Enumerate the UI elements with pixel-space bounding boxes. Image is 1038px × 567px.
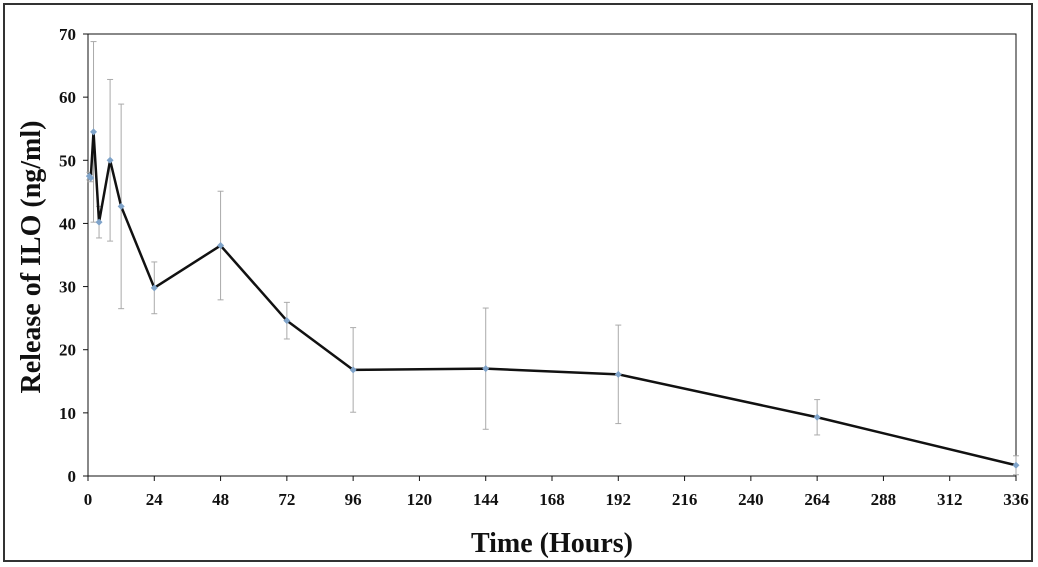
y-tick-label: 30 bbox=[59, 278, 76, 297]
x-tick-label: 120 bbox=[407, 490, 433, 509]
y-tick-label: 70 bbox=[59, 25, 76, 44]
data-point bbox=[90, 128, 98, 136]
plot-area bbox=[87, 33, 1017, 477]
x-tick-label: 264 bbox=[804, 490, 830, 509]
x-tick-label: 0 bbox=[84, 490, 93, 509]
y-tick-label: 50 bbox=[59, 151, 76, 170]
x-tick-label: 240 bbox=[738, 490, 764, 509]
data-point bbox=[87, 174, 95, 182]
x-tick-label: 72 bbox=[278, 490, 295, 509]
x-tick-label: 48 bbox=[212, 490, 229, 509]
x-axis: 0 24 48 72 96 120 144 168 192 216 240 264 288 312 336 bbox=[84, 476, 1029, 509]
x-tick-label: 336 bbox=[1003, 490, 1029, 509]
x-tick-label: 288 bbox=[871, 490, 897, 509]
y-axis: 0 10 20 30 40 50 60 70 bbox=[59, 25, 88, 486]
data-point bbox=[117, 202, 125, 210]
series-line-group bbox=[88, 130, 1017, 467]
data-point bbox=[95, 218, 103, 226]
y-tick-label: 20 bbox=[59, 341, 76, 360]
error-bars bbox=[86, 41, 1019, 476]
plot-border bbox=[87, 33, 1017, 477]
x-tick-label: 24 bbox=[146, 490, 164, 509]
y-tick-label: 0 bbox=[68, 467, 77, 486]
y-axis-title: Release of ILO (ng/ml) bbox=[16, 121, 47, 394]
series-line bbox=[88, 130, 1017, 467]
chart-frame bbox=[3, 3, 1033, 562]
data-point bbox=[813, 413, 821, 421]
x-tick-label: 96 bbox=[345, 490, 362, 509]
data-markers bbox=[85, 128, 1020, 469]
x-tick-label: 216 bbox=[672, 490, 698, 509]
data-point bbox=[217, 242, 225, 250]
data-point bbox=[1012, 461, 1020, 469]
x-tick-label: 144 bbox=[473, 490, 499, 509]
data-point bbox=[150, 284, 158, 292]
data-point bbox=[482, 365, 490, 373]
data-point bbox=[349, 366, 357, 374]
y-tick-label: 60 bbox=[59, 88, 76, 107]
data-point bbox=[614, 370, 622, 378]
y-tick-label: 10 bbox=[59, 404, 76, 423]
x-tick-label: 312 bbox=[937, 490, 963, 509]
x-tick-label: 168 bbox=[539, 490, 565, 509]
data-point bbox=[106, 156, 114, 164]
x-axis-title: Time (Hours) bbox=[471, 528, 633, 559]
y-tick-label: 40 bbox=[59, 214, 76, 233]
x-tick-label: 192 bbox=[606, 490, 632, 509]
data-point bbox=[283, 317, 291, 325]
